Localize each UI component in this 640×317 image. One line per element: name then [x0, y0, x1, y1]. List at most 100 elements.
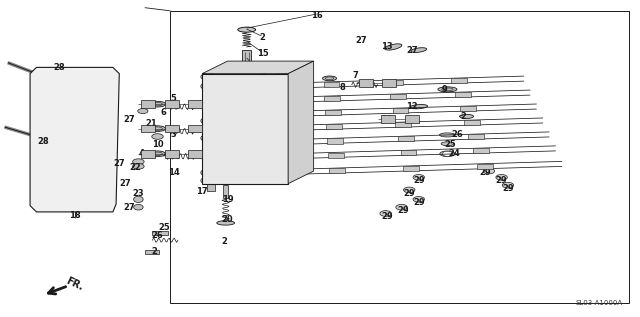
- Text: 27: 27: [123, 203, 134, 212]
- Circle shape: [90, 104, 101, 109]
- Circle shape: [69, 129, 81, 135]
- Text: 17: 17: [196, 187, 208, 196]
- Ellipse shape: [385, 44, 402, 50]
- Circle shape: [50, 93, 61, 99]
- Bar: [381, 115, 395, 123]
- Circle shape: [260, 87, 271, 92]
- Ellipse shape: [438, 87, 457, 92]
- Text: SL03-A1000A: SL03-A1000A: [575, 300, 623, 306]
- Text: 8: 8: [339, 83, 345, 92]
- Circle shape: [34, 80, 48, 87]
- Ellipse shape: [149, 101, 166, 107]
- Ellipse shape: [460, 114, 474, 119]
- Circle shape: [90, 116, 101, 122]
- Bar: [451, 78, 467, 83]
- Circle shape: [90, 129, 101, 135]
- Circle shape: [90, 141, 101, 147]
- Circle shape: [226, 162, 236, 167]
- Text: 27: 27: [120, 179, 131, 188]
- Text: 12: 12: [406, 102, 419, 111]
- Circle shape: [35, 129, 47, 135]
- Circle shape: [413, 175, 424, 180]
- Bar: [141, 125, 155, 133]
- Bar: [329, 168, 345, 173]
- Circle shape: [69, 80, 81, 86]
- Bar: [398, 136, 414, 141]
- Ellipse shape: [217, 221, 235, 225]
- Circle shape: [245, 87, 255, 92]
- Polygon shape: [202, 61, 314, 74]
- Ellipse shape: [134, 204, 143, 210]
- Bar: [460, 106, 476, 111]
- Ellipse shape: [150, 151, 166, 157]
- Ellipse shape: [60, 205, 89, 210]
- Circle shape: [90, 154, 101, 160]
- Text: 5: 5: [170, 94, 177, 103]
- Ellipse shape: [441, 142, 454, 146]
- Bar: [188, 150, 202, 158]
- Circle shape: [50, 116, 61, 122]
- Text: 14: 14: [168, 168, 179, 177]
- Circle shape: [90, 190, 101, 196]
- Circle shape: [245, 143, 255, 148]
- Circle shape: [413, 197, 424, 202]
- Bar: [164, 150, 179, 158]
- Bar: [383, 79, 396, 87]
- Circle shape: [205, 136, 215, 140]
- Text: 6: 6: [161, 108, 167, 117]
- Bar: [323, 82, 339, 87]
- Circle shape: [226, 106, 236, 111]
- Circle shape: [403, 187, 415, 193]
- Circle shape: [69, 167, 81, 172]
- Circle shape: [69, 190, 81, 196]
- Circle shape: [90, 200, 101, 205]
- Ellipse shape: [440, 133, 456, 137]
- Text: 29: 29: [413, 198, 424, 207]
- Circle shape: [274, 73, 289, 81]
- Bar: [392, 108, 408, 113]
- Ellipse shape: [411, 48, 427, 53]
- Ellipse shape: [134, 196, 143, 203]
- Bar: [455, 92, 471, 97]
- Circle shape: [90, 80, 101, 86]
- Circle shape: [50, 154, 61, 160]
- Circle shape: [69, 200, 81, 205]
- Text: 29: 29: [397, 206, 409, 215]
- Text: 2: 2: [260, 33, 266, 42]
- Text: 29: 29: [480, 168, 492, 177]
- Bar: [141, 150, 155, 158]
- Bar: [468, 134, 484, 139]
- Circle shape: [69, 104, 81, 109]
- Circle shape: [273, 87, 284, 92]
- Circle shape: [273, 106, 284, 111]
- Bar: [164, 100, 179, 108]
- Circle shape: [205, 118, 215, 123]
- Text: 18: 18: [69, 210, 81, 220]
- Circle shape: [90, 93, 101, 99]
- Text: 26: 26: [152, 231, 163, 240]
- Bar: [188, 125, 202, 133]
- Circle shape: [50, 129, 61, 135]
- Circle shape: [245, 125, 255, 130]
- Circle shape: [260, 143, 271, 148]
- Bar: [326, 124, 342, 129]
- Text: 2: 2: [221, 237, 227, 246]
- Circle shape: [274, 177, 289, 184]
- Text: 4: 4: [139, 149, 145, 158]
- Text: 27: 27: [113, 159, 125, 168]
- Circle shape: [69, 179, 81, 185]
- Circle shape: [90, 179, 101, 185]
- Circle shape: [201, 82, 219, 91]
- Bar: [164, 125, 179, 133]
- Bar: [202, 74, 288, 184]
- Circle shape: [201, 73, 216, 81]
- Circle shape: [483, 168, 495, 174]
- Text: 29: 29: [496, 176, 508, 185]
- Bar: [390, 94, 406, 99]
- Text: 11: 11: [381, 115, 393, 124]
- Bar: [403, 166, 419, 171]
- Bar: [395, 122, 411, 127]
- Circle shape: [273, 162, 284, 167]
- Circle shape: [201, 99, 219, 108]
- Circle shape: [260, 125, 271, 130]
